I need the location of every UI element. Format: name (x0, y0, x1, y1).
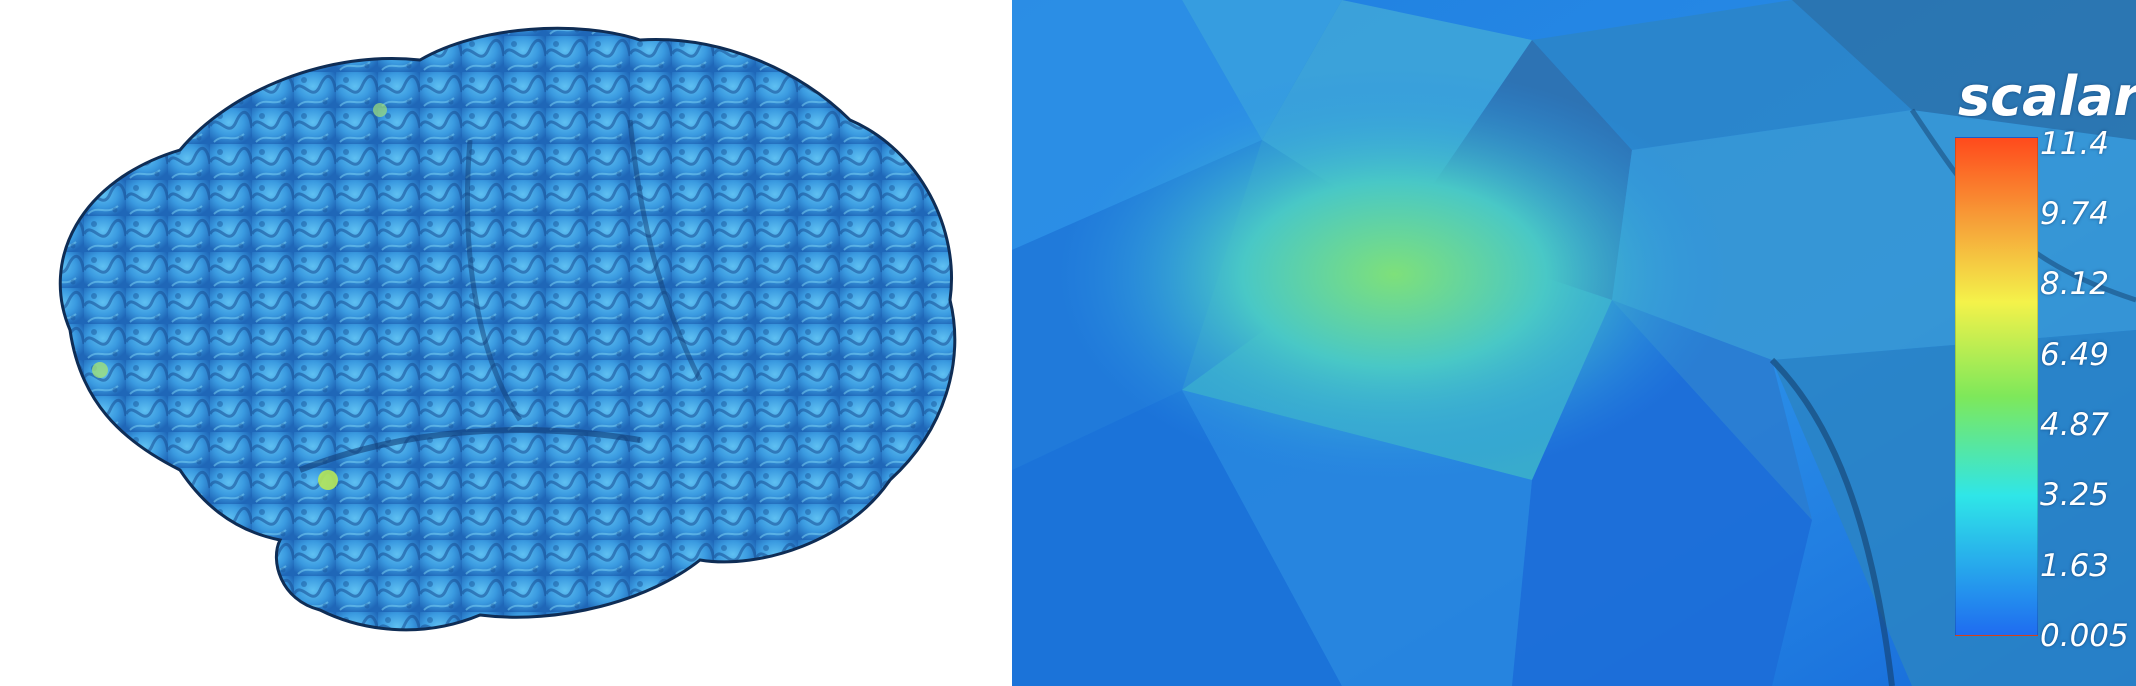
mesh-render (1012, 0, 2136, 686)
scalar-tick-label: 8.12 (2040, 266, 2110, 302)
scalar-tick-label: 6.49 (2040, 337, 2110, 373)
scalar-tick-label: 9.74 (2040, 196, 2110, 232)
brain-outline (58, 26, 957, 632)
scalar-colorbar (1955, 137, 2038, 636)
brain-surface-view (0, 0, 1012, 686)
brain-render (58, 26, 957, 632)
scalar-tick-label: 11.4 (2040, 126, 2110, 162)
scalar-tick-label: 1.63 (2040, 548, 2110, 584)
scalar-bar-title: scalar (1958, 65, 2136, 128)
scalar-tick-label: 3.25 (2040, 477, 2110, 513)
scalar-tick-label: 0.005 (2040, 618, 2129, 654)
scalar-tick-label: 4.87 (2040, 407, 2110, 443)
zoomed-mesh-view (1012, 0, 2136, 686)
